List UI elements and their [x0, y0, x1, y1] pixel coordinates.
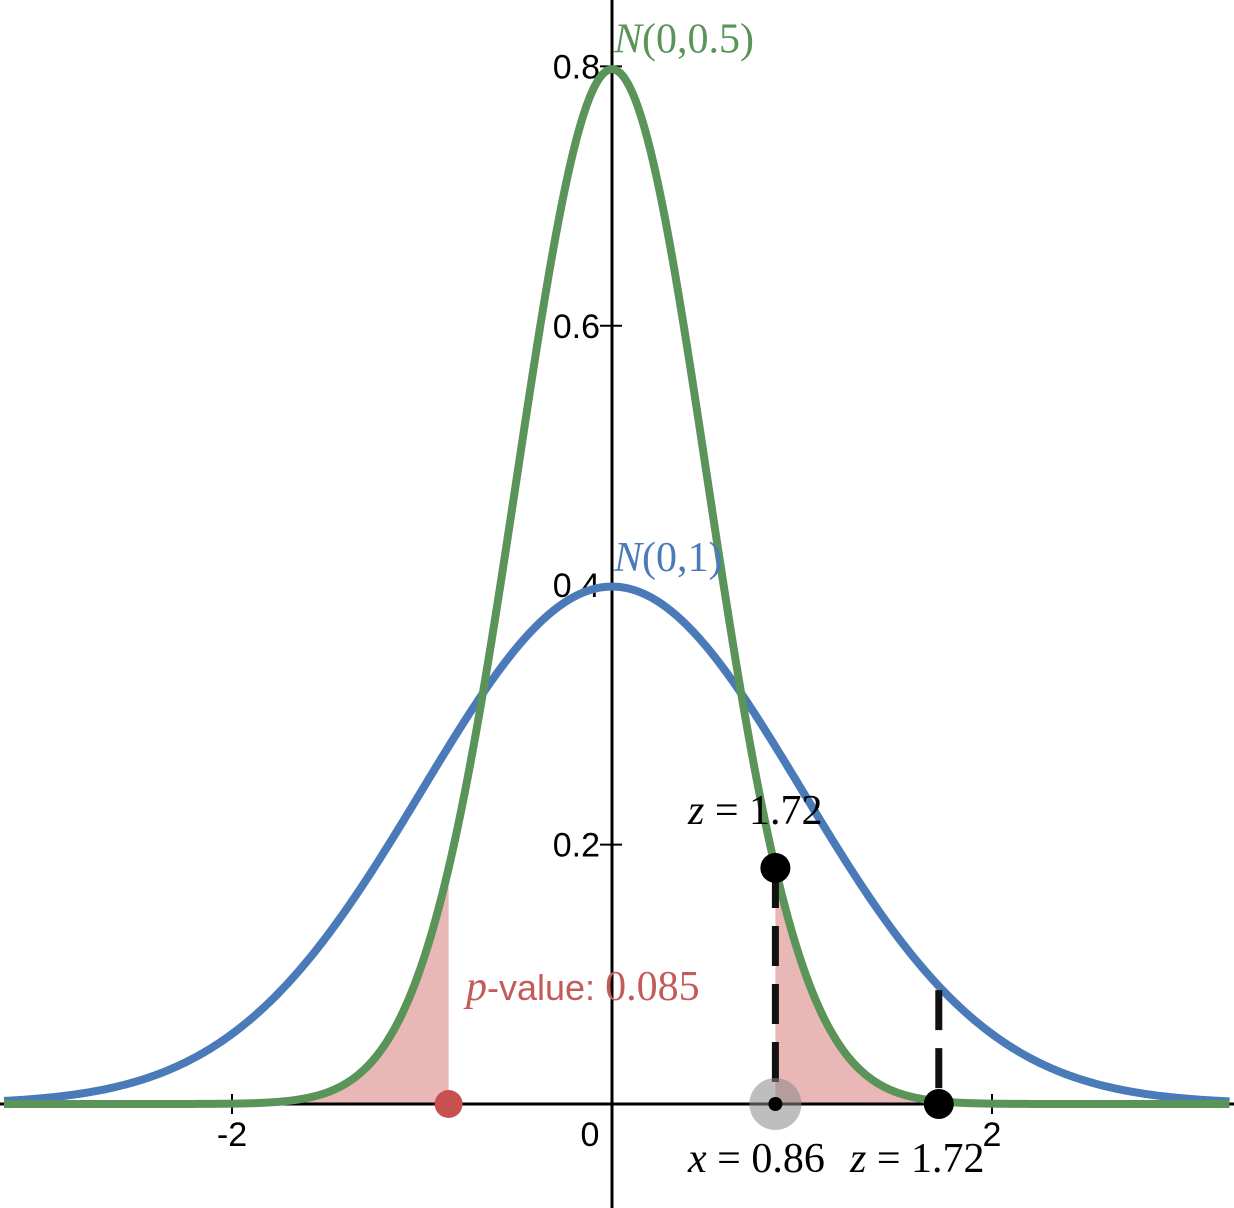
p-value-middle: -value:: [487, 967, 605, 1008]
series-line-n-0-1-: [3, 582, 1231, 1106]
x-curve-point: [760, 852, 791, 883]
z-op: =: [866, 1136, 911, 1182]
labels: N(0,0.5) N(0,1) p-value: 0.085 z = 1.72 …: [463, 16, 985, 1182]
x-tick-label: -2: [217, 1116, 247, 1154]
p-value-prefix: p: [463, 964, 487, 1010]
z-var: z: [849, 1136, 866, 1182]
z-point: [923, 1089, 954, 1119]
p-value-label: p-value: 0.085: [463, 964, 700, 1010]
left-tail-area: [4, 868, 449, 1104]
x-point: [768, 1097, 783, 1111]
right-tail-area: [775, 868, 1230, 1104]
marks: [434, 852, 954, 1130]
z-value: 1.72: [749, 788, 823, 834]
x-value: 0.86: [751, 1136, 825, 1182]
series-label-params: (0,0.5): [642, 16, 754, 62]
x-tick-label: 0: [581, 1116, 600, 1154]
x-op: =: [707, 1136, 752, 1182]
y-tick-label: 0.2: [553, 827, 600, 865]
series-label-n-0-0.5: N(0,0.5): [613, 16, 754, 62]
z-op: =: [704, 788, 749, 834]
z-value: 1.72: [911, 1136, 985, 1182]
curves: [3, 65, 1231, 1108]
p-value-number: 0.085: [605, 964, 700, 1010]
y-tick-label: 0.8: [553, 48, 600, 86]
left-tail-point: [434, 1090, 463, 1118]
series-label-n-0-1: N(0,1): [613, 535, 723, 581]
series-label-params: (0,1): [642, 535, 722, 581]
x-annotation-bottom: x = 0.86: [687, 1136, 825, 1182]
z-var: z: [687, 788, 704, 834]
series-label-var: N: [613, 535, 644, 581]
x-var: x: [687, 1136, 707, 1182]
series-label-var: N: [613, 16, 644, 62]
y-tick-label: 0.6: [553, 308, 600, 346]
series-line-n-0-0-5-: [3, 65, 1231, 1108]
x-tick-label: 2: [983, 1116, 1002, 1154]
shaded-tails: [4, 868, 1230, 1104]
z-annotation-bottom: z = 1.72: [849, 1136, 985, 1182]
z-annotation-top: z = 1.72: [687, 788, 823, 834]
